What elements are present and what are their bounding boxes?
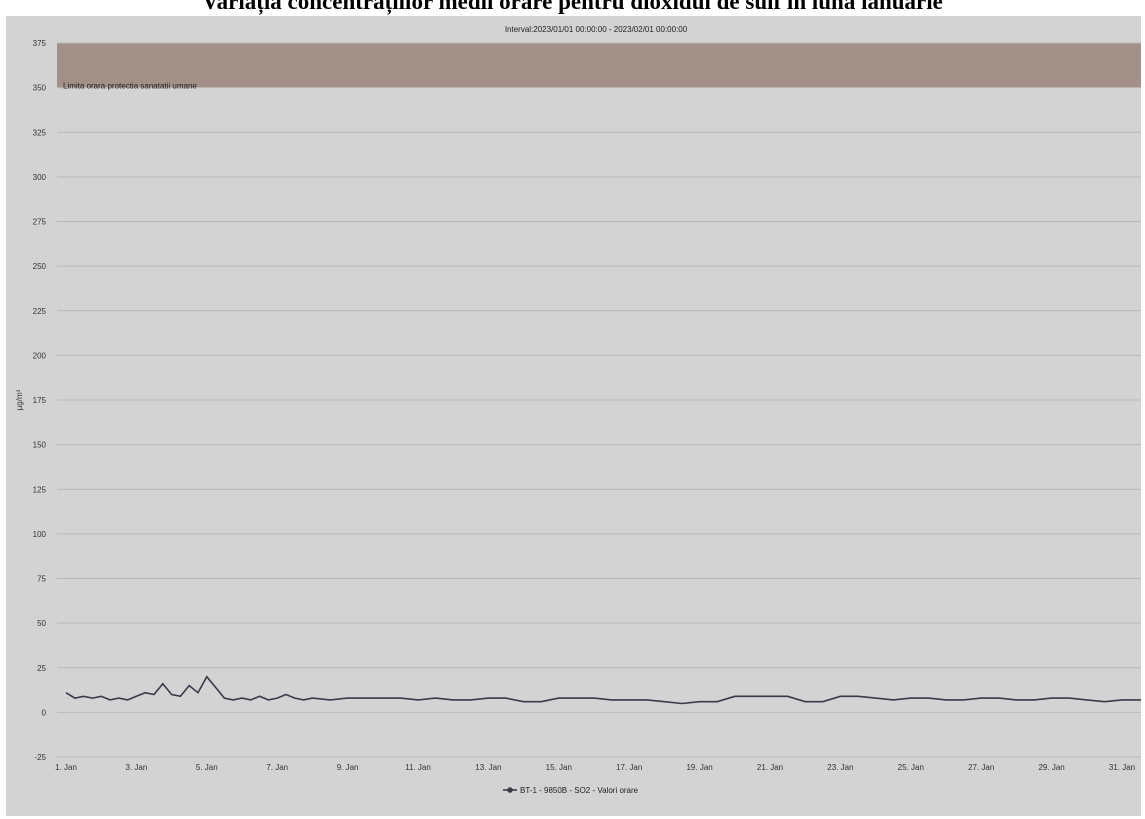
y-tick-label: 250 — [33, 262, 47, 271]
legend-marker-icon — [507, 787, 513, 793]
x-tick-label: 7. Jan — [266, 763, 288, 772]
x-tick-label: 19. Jan — [686, 763, 712, 772]
x-tick-label: 11. Jan — [405, 763, 431, 772]
y-tick-label: 0 — [42, 708, 47, 717]
y-tick-label: 325 — [33, 128, 47, 137]
y-tick-label: 150 — [33, 441, 47, 450]
y-tick-label: 225 — [33, 307, 47, 316]
x-tick-label: 5. Jan — [196, 763, 218, 772]
legend[interactable]: BT-1 - 9850B - SO2 - Valori orare — [503, 786, 639, 795]
chart-subtitle: Interval:2023/01/01 00:00:00 - 2023/02/0… — [505, 25, 688, 34]
y-axis-ticks: -25 0 25 50 75 100 125 150 175 200 225 250 275 300 325… — [33, 39, 47, 762]
y-tick-label: 25 — [37, 664, 46, 673]
chart-panel: -25 0 25 50 75 100 125 150 175 200 225 250 275 300 325… — [6, 16, 1141, 816]
x-axis-ticks: 1. Jan 3. Jan 5. Jan 7. Jan 9. Jan 11. Jan 13.… — [55, 763, 1135, 772]
x-tick-label: 13. Jan — [475, 763, 501, 772]
x-tick-label: 17. Jan — [616, 763, 642, 772]
x-tick-label: 9. Jan — [337, 763, 359, 772]
x-tick-label: 23. Jan — [827, 763, 853, 772]
y-tick-label: -25 — [34, 753, 46, 762]
gridlines — [57, 42, 1141, 758]
x-tick-label: 15. Jan — [546, 763, 572, 772]
y-tick-label: 275 — [33, 218, 47, 227]
y-axis-label: µg/m³ — [15, 389, 24, 410]
line-chart: -25 0 25 50 75 100 125 150 175 200 225 250 275 300 325… — [15, 25, 1141, 795]
y-tick-label: 200 — [33, 351, 47, 360]
x-tick-label: 29. Jan — [1038, 763, 1064, 772]
y-tick-label: 50 — [37, 619, 46, 628]
plot-band — [57, 43, 1141, 88]
x-tick-label: 31. Jan — [1109, 763, 1135, 772]
series-line — [65, 675, 1141, 705]
legend-item-label: BT-1 - 9850B - SO2 - Valori orare — [520, 786, 639, 795]
y-tick-label: 100 — [33, 530, 47, 539]
y-tick-label: 375 — [33, 39, 47, 48]
x-tick-label: 1. Jan — [55, 763, 77, 772]
x-tick-label: 3. Jan — [126, 763, 148, 772]
x-tick-label: 25. Jan — [898, 763, 924, 772]
page-title: Variația concentrațiilor medii orare pen… — [202, 0, 943, 14]
y-tick-label: 125 — [33, 485, 47, 494]
y-tick-label: 75 — [37, 575, 46, 584]
x-tick-label: 27. Jan — [968, 763, 994, 772]
plot-band-label: Limita orara protectia sanatatii umane — [63, 82, 197, 91]
y-tick-label: 300 — [33, 173, 47, 182]
x-tick-label: 21. Jan — [757, 763, 783, 772]
y-tick-label: 175 — [33, 396, 47, 405]
y-tick-label: 350 — [33, 84, 47, 93]
